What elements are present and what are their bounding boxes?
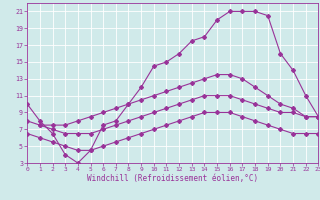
X-axis label: Windchill (Refroidissement éolien,°C): Windchill (Refroidissement éolien,°C): [87, 174, 258, 183]
